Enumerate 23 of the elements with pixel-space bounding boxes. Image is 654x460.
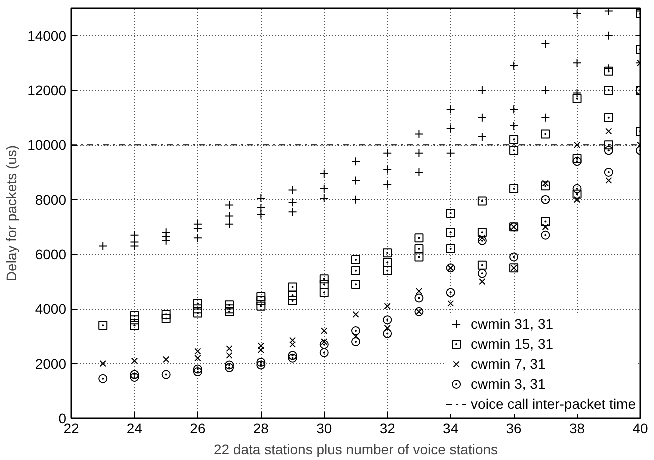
legend-label: cwmin 7, 31 — [471, 356, 546, 372]
legend-label: voice call inter-packet time — [471, 396, 636, 412]
legend-label: cwmin 3, 31 — [471, 376, 546, 392]
x-tick-label: 28 — [253, 420, 270, 436]
x-tick-label: 26 — [190, 420, 206, 436]
y-tick-label: 14000 — [28, 28, 67, 44]
x-tick-label: 36 — [506, 420, 522, 436]
x-tick-label: 38 — [569, 420, 586, 436]
x-tick-label: 32 — [380, 420, 396, 436]
legend-label: cwmin 15, 31 — [471, 336, 554, 352]
y-tick-label: 10000 — [28, 137, 67, 154]
x-axis-title: 22 data stations plus number of voice stations — [214, 442, 498, 458]
y-tick-label: 2000 — [35, 356, 67, 372]
x-tick-label: 30 — [316, 420, 332, 436]
y-tick-label: 6000 — [35, 246, 67, 262]
y-tick-label: 4000 — [35, 301, 67, 318]
y-tick-label: 8000 — [35, 192, 67, 208]
x-tick-label: 24 — [126, 420, 143, 436]
x-tick-label: 40 — [632, 420, 648, 436]
x-tick-label: 34 — [443, 420, 459, 436]
legend-label: cwmin 31, 31 — [471, 316, 554, 332]
y-tick-label: 12000 — [28, 82, 67, 98]
y-axis-title: Delay for packets (us) — [4, 145, 20, 282]
